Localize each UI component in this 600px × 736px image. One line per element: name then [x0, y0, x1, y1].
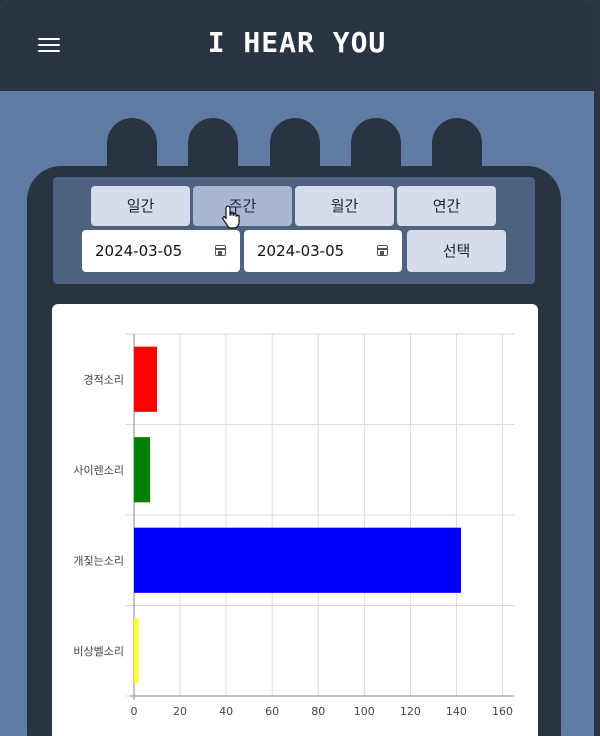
category-label: 개짖는소리 [73, 554, 124, 567]
end-date-input[interactable] [244, 230, 372, 272]
x-tick-label: 80 [311, 705, 325, 718]
x-tick-label: 0 [131, 705, 138, 718]
x-tick-label: 140 [446, 705, 467, 718]
start-date-field [82, 230, 240, 272]
calendar-icon[interactable] [377, 245, 388, 256]
bar-0 [134, 346, 158, 412]
x-tick-label: 60 [265, 705, 279, 718]
hamburger-icon[interactable] [36, 34, 64, 56]
tab-weekly[interactable]: 주간 [193, 186, 292, 226]
tab-yearly[interactable]: 연간 [397, 186, 496, 226]
tab-monthly[interactable]: 월간 [295, 186, 394, 226]
bar-3 [134, 618, 139, 684]
x-tick-label: 100 [354, 705, 375, 718]
calendar-icon[interactable] [215, 245, 226, 256]
start-date-input[interactable] [82, 230, 210, 272]
hand-pointer-icon [222, 205, 240, 229]
bar-2 [134, 527, 462, 593]
category-label: 비상벨소리 [73, 645, 124, 658]
bar-1 [134, 437, 151, 503]
x-tick-label: 120 [400, 705, 421, 718]
category-label: 경적소리 [84, 373, 124, 386]
category-label: 사이렌소리 [73, 464, 124, 477]
x-tick-label: 20 [173, 705, 187, 718]
app-header: I HEAR YOU [0, 0, 594, 91]
tab-daily[interactable]: 일간 [91, 186, 190, 226]
select-button[interactable]: 선택 [407, 230, 506, 272]
end-date-field [244, 230, 402, 272]
x-tick-label: 160 [492, 705, 513, 718]
x-tick-label: 40 [219, 705, 233, 718]
app-title: I HEAR YOU [207, 26, 387, 59]
